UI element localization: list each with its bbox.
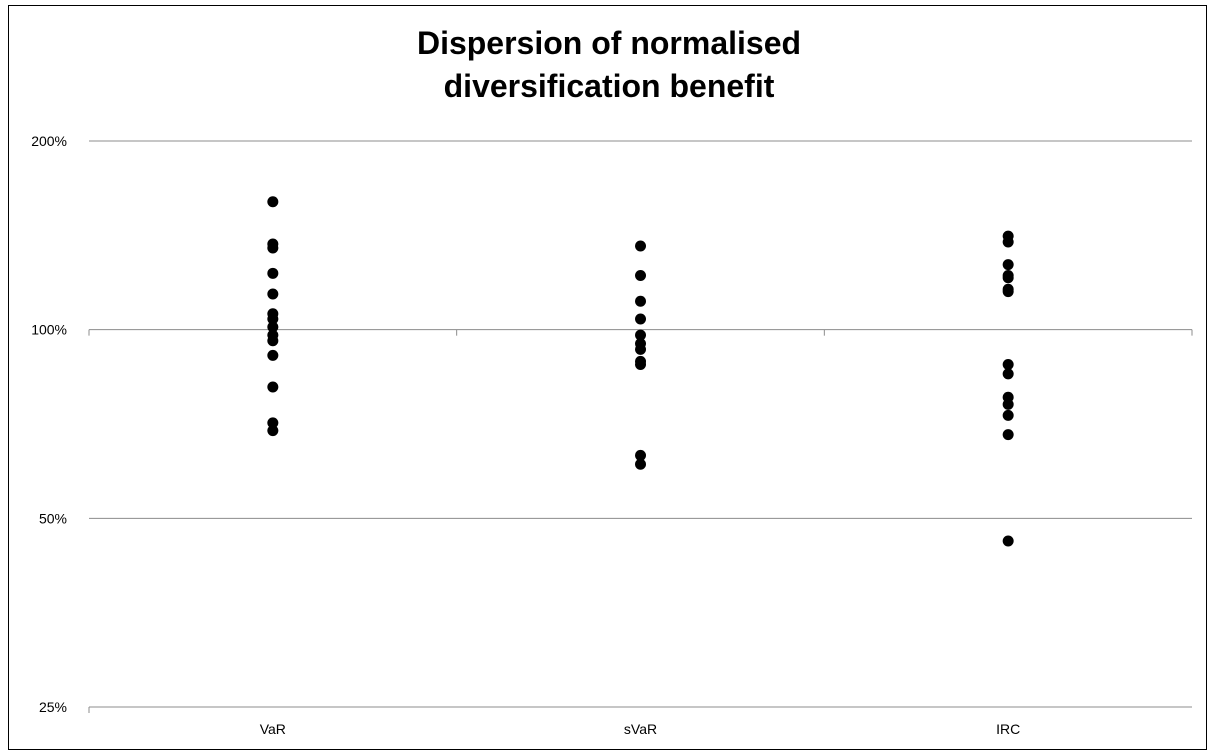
data-point-var <box>267 425 279 437</box>
x-tick-label: IRC <box>996 721 1020 737</box>
gridlines <box>89 140 1192 708</box>
data-point-svar <box>635 270 646 282</box>
data-point-var <box>267 313 279 325</box>
data-point-irc <box>1002 368 1014 380</box>
data-points <box>267 196 1014 547</box>
data-point-var <box>267 335 279 347</box>
data-point-irc <box>1002 398 1014 410</box>
y-tick-label: 100% <box>31 322 67 338</box>
data-point-irc <box>1002 429 1014 441</box>
data-point-var <box>267 349 279 361</box>
data-point-var <box>267 288 279 300</box>
data-point-svar <box>635 458 646 470</box>
data-point-var <box>267 242 279 254</box>
data-point-irc <box>1002 535 1014 547</box>
y-axis-tick-labels: 25% 50% 100% 200% <box>31 133 67 715</box>
dispersion-scatter-chart: Dispersion of normalised diversification… <box>31 25 1193 737</box>
x-tick-label: VaR <box>260 721 286 737</box>
x-axis-tick-labels: VaR sVaR IRC <box>260 721 1020 737</box>
data-point-irc <box>1002 409 1014 421</box>
chart-title-line-1: Dispersion of normalised <box>417 25 801 61</box>
data-point-var <box>267 196 279 208</box>
x-tick-label: sVaR <box>624 721 657 737</box>
data-point-irc <box>1002 272 1014 284</box>
data-point-irc <box>1002 259 1014 271</box>
y-tick-label: 200% <box>31 133 67 149</box>
data-point-svar <box>635 329 646 341</box>
data-point-var <box>267 267 279 279</box>
y-tick-label: 50% <box>39 510 67 526</box>
chart-area: Dispersion of normalised diversification… <box>8 5 1207 750</box>
data-point-svar <box>635 240 646 252</box>
data-point-irc <box>1002 286 1014 298</box>
data-point-svar <box>635 449 646 461</box>
data-point-var <box>267 321 279 333</box>
data-point-svar <box>635 358 646 370</box>
x-axis <box>88 329 1193 713</box>
chart-title-line-2: diversification benefit <box>444 68 775 104</box>
data-point-svar <box>635 313 646 325</box>
data-point-svar <box>635 295 646 307</box>
data-point-var <box>267 381 279 393</box>
data-point-irc <box>1002 358 1014 370</box>
y-tick-label: 25% <box>39 699 67 715</box>
data-point-irc <box>1002 236 1014 248</box>
data-point-svar <box>635 343 646 355</box>
data-point-var <box>267 417 279 429</box>
